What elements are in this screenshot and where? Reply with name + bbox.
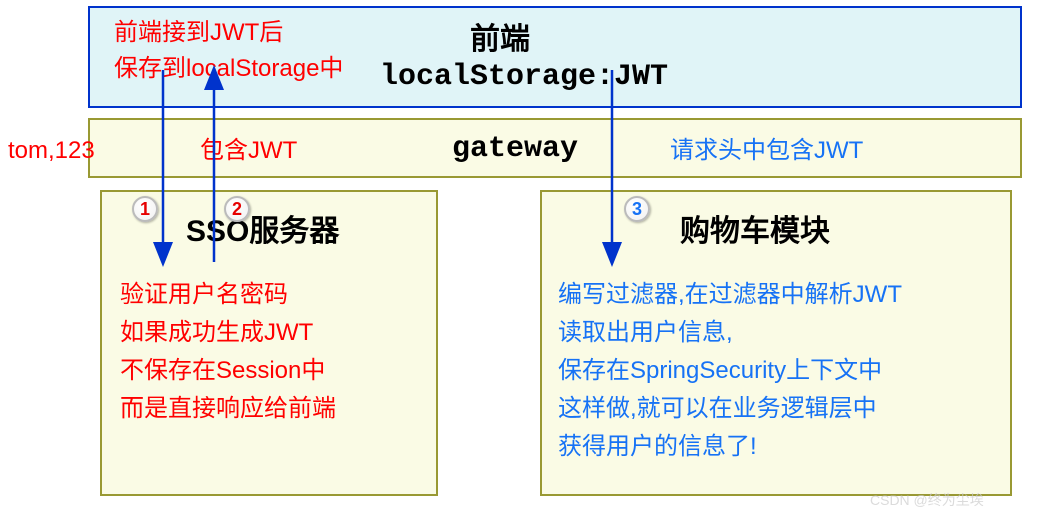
step-2-num: 2 xyxy=(232,199,242,220)
cart-desc-5: 获得用户的信息了! xyxy=(558,430,757,464)
cart-desc-2: 读取出用户信息, xyxy=(558,316,733,350)
sso-desc-1: 验证用户名密码 xyxy=(120,278,288,312)
step-3-badge: 3 xyxy=(624,196,650,222)
frontend-note-2: 保存到localStorage中 xyxy=(114,52,343,86)
frontend-title: 前端 xyxy=(470,14,530,58)
step-3-num: 3 xyxy=(632,199,642,220)
frontend-storage-label: localStorage:JWT xyxy=(380,60,668,94)
sso-desc-4: 而是直接响应给前端 xyxy=(120,392,336,426)
frontend-note-1: 前端接到JWT后 xyxy=(114,16,283,50)
jwt-flow-diagram: 前端 localStorage:JWT 前端接到JWT后 保存到localSto… xyxy=(0,0,1042,516)
gateway-title: gateway xyxy=(452,132,578,166)
cart-title: 购物车模块 xyxy=(680,206,830,250)
cart-desc-4: 这样做,就可以在业务逻辑层中 xyxy=(558,392,877,426)
sso-title: SSO服务器 xyxy=(186,206,339,250)
credentials-label: tom,123 xyxy=(8,134,95,168)
step-1-num: 1 xyxy=(140,199,150,220)
watermark: CSDN @终为尘埃 xyxy=(870,490,984,510)
header-jwt-label: 请求头中包含JWT xyxy=(670,134,863,168)
step-2-badge: 2 xyxy=(224,196,250,222)
sso-desc-3: 不保存在Session中 xyxy=(120,354,325,388)
cart-desc-3: 保存在SpringSecurity上下文中 xyxy=(558,354,882,388)
sso-desc-2: 如果成功生成JWT xyxy=(120,316,313,350)
step-1-badge: 1 xyxy=(132,196,158,222)
contains-jwt-label: 包含JWT xyxy=(200,134,297,168)
cart-desc-1: 编写过滤器,在过滤器中解析JWT xyxy=(558,278,902,312)
